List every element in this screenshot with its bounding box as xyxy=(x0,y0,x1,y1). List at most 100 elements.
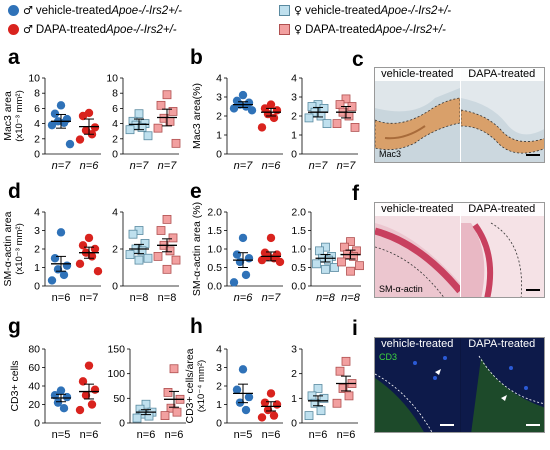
y-tick-label: 4 xyxy=(291,73,297,85)
legend-item-male-dapa: ♂ DAPA-treated Apoe-/-Irs2+/- xyxy=(8,23,177,36)
data-point xyxy=(143,253,153,263)
micrograph-dapa-sma xyxy=(461,203,544,297)
y-tick-label: 2.0 xyxy=(207,207,222,219)
group-n-label: n=8 xyxy=(130,292,149,304)
data-point xyxy=(141,399,151,409)
data-point xyxy=(65,139,75,149)
micrograph-vehicle-cd3: CD3 xyxy=(375,338,460,432)
scale-bar xyxy=(526,289,540,291)
panel-letter-c: c xyxy=(352,48,364,71)
chart-e-male: 0.0 0.5 1.0 1.5 2.0 SM-α-actin area (%) n=6 n=7 xyxy=(191,202,285,304)
legend-label: DAPA-treated xyxy=(35,23,106,36)
group-n-label: n=8 xyxy=(158,292,177,304)
data-point xyxy=(263,405,273,415)
data-point xyxy=(310,398,320,408)
y-tick-label: 1.0 xyxy=(207,244,222,256)
data-point xyxy=(132,413,142,423)
group-n-label: n=6 xyxy=(80,429,99,441)
data-point xyxy=(81,391,91,400)
y-tick-label: 50 xyxy=(113,393,125,405)
panel-letter-b: b xyxy=(190,46,203,69)
y-tick-label: 4 xyxy=(34,207,40,219)
stain-label: CD3 xyxy=(379,352,398,362)
y-tick-label: 0.5 xyxy=(207,262,222,274)
data-point xyxy=(330,263,339,272)
data-point xyxy=(134,109,144,119)
y-axis-unit-label: (x10⁻³ mm²) xyxy=(14,223,25,274)
image-title-dapa: DAPA-treated xyxy=(468,203,536,215)
data-point xyxy=(238,365,248,374)
data-point xyxy=(134,255,144,265)
y-tick-label: 1 xyxy=(291,130,297,142)
y-tick-label: 1 xyxy=(291,393,297,405)
y-tick-label: 4 xyxy=(112,207,118,219)
data-point xyxy=(244,254,254,263)
group-n-label: n=7 xyxy=(234,160,254,172)
female-symbol: ♀ xyxy=(294,4,303,17)
y-tick-label: 6 xyxy=(34,103,40,115)
y-tick-label: 0.0 xyxy=(207,281,222,293)
y-tick-label: 3 xyxy=(216,92,222,104)
data-point xyxy=(232,385,242,394)
legend-label: vehicle-treated xyxy=(35,4,112,17)
image-panel-c: Mac3 vehicle-treated DAPA-treated xyxy=(374,67,545,163)
male-symbol: ♂ xyxy=(23,4,33,17)
data-point xyxy=(319,393,329,403)
y-tick-label: 0 xyxy=(216,149,222,161)
data-point xyxy=(169,364,179,374)
micrograph-dapa-mac3 xyxy=(461,68,544,162)
data-point xyxy=(304,113,314,123)
data-point xyxy=(93,267,103,276)
legend-genotype: Apoe-/-Irs2+/- xyxy=(111,4,182,17)
data-point xyxy=(153,123,163,133)
chart-h-male: 0 1 2 3 4 CD3+ cells/area (x10⁻⁴ mm²) n=5 n=6 xyxy=(184,344,283,441)
data-point xyxy=(321,264,330,274)
group-n-label: n=7 xyxy=(337,160,357,172)
y-tick-label: 1 xyxy=(216,399,222,411)
group-n-label: n=6 xyxy=(337,429,356,441)
legend-label: DAPA-treated xyxy=(305,23,376,36)
y-tick-label: 2 xyxy=(34,244,40,256)
data-point xyxy=(269,411,279,420)
data-point xyxy=(62,392,72,402)
data-point xyxy=(59,270,69,280)
group-n-label: n=6 xyxy=(52,292,71,304)
data-point xyxy=(312,259,321,269)
data-point xyxy=(350,123,360,132)
y-tick-label: 0 xyxy=(112,281,118,293)
y-tick-label: 1.5 xyxy=(207,225,222,237)
data-point xyxy=(84,361,94,370)
data-point xyxy=(137,123,147,132)
data-point xyxy=(241,270,251,280)
y-axis-label: Mac3 area xyxy=(2,91,14,141)
y-tick-label: 3 xyxy=(291,92,297,104)
y-tick-label: 0 xyxy=(34,281,40,293)
data-point xyxy=(156,100,166,110)
y-tick-label: 0 xyxy=(112,149,118,161)
data-point xyxy=(56,228,66,237)
data-point xyxy=(125,125,135,135)
y-axis-unit-label: (x10⁻⁴ mm²) xyxy=(196,360,207,412)
y-tick-label: 3 xyxy=(291,344,297,356)
y-tick-label: 1 xyxy=(216,130,222,142)
stain-label: SM-α-actin xyxy=(379,284,423,294)
data-point xyxy=(257,255,267,265)
data-point xyxy=(163,388,173,397)
scale-bar xyxy=(440,424,454,426)
chart-b-female: 0 1 2 3 4 n=7 n=7 xyxy=(291,73,360,172)
data-point xyxy=(168,233,178,243)
chart-h-female: 0 1 2 3 n=6 n=6 xyxy=(291,344,358,441)
image-titles-i: vehicle-treated DAPA-treated xyxy=(375,338,544,351)
data-point xyxy=(266,389,276,398)
chart-d-male: 0 1 2 3 4 SM-α-actin area (x10⁻³ mm²) n=6 n=7 xyxy=(2,207,103,304)
legend-item-female-dapa: ♀ DAPA-treated Apoe-/-Irs2+/- xyxy=(279,23,446,36)
y-tick-label: 0 xyxy=(34,149,40,161)
legend-genotype: Apoe-/-Irs2+/- xyxy=(380,4,452,17)
data-point xyxy=(238,233,248,243)
group-n-label: n=5 xyxy=(52,429,71,441)
y-tick-label: 80 xyxy=(28,344,40,356)
group-n-label: n=6 xyxy=(262,160,282,172)
group-n-label: n=7 xyxy=(80,292,99,304)
data-point xyxy=(260,398,270,407)
y-tick-label: 2 xyxy=(216,381,222,393)
